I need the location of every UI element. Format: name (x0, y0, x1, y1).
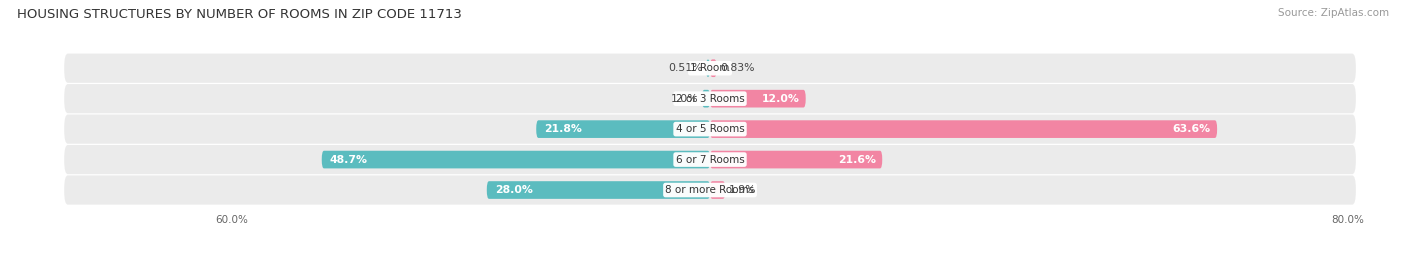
FancyBboxPatch shape (65, 175, 1355, 205)
Text: 21.8%: 21.8% (544, 124, 582, 134)
Text: 21.6%: 21.6% (838, 155, 876, 165)
FancyBboxPatch shape (65, 115, 1355, 144)
Text: 12.0%: 12.0% (762, 94, 800, 104)
FancyBboxPatch shape (65, 84, 1355, 113)
FancyBboxPatch shape (702, 90, 710, 108)
FancyBboxPatch shape (536, 120, 710, 138)
Text: 1.9%: 1.9% (728, 185, 756, 195)
FancyBboxPatch shape (322, 151, 710, 168)
Text: 4 or 5 Rooms: 4 or 5 Rooms (676, 124, 744, 134)
FancyBboxPatch shape (710, 59, 717, 77)
Text: HOUSING STRUCTURES BY NUMBER OF ROOMS IN ZIP CODE 11713: HOUSING STRUCTURES BY NUMBER OF ROOMS IN… (17, 8, 461, 21)
Text: 6 or 7 Rooms: 6 or 7 Rooms (676, 155, 744, 165)
Text: 0.83%: 0.83% (720, 63, 755, 73)
FancyBboxPatch shape (710, 151, 882, 168)
FancyBboxPatch shape (710, 90, 806, 108)
Text: 1.0%: 1.0% (671, 94, 699, 104)
FancyBboxPatch shape (706, 59, 710, 77)
FancyBboxPatch shape (710, 120, 1218, 138)
Text: 2 or 3 Rooms: 2 or 3 Rooms (676, 94, 744, 104)
Text: 28.0%: 28.0% (495, 185, 533, 195)
Text: 63.6%: 63.6% (1173, 124, 1211, 134)
FancyBboxPatch shape (65, 54, 1355, 83)
FancyBboxPatch shape (486, 181, 710, 199)
Text: 1 Room: 1 Room (690, 63, 730, 73)
Text: 48.7%: 48.7% (330, 155, 368, 165)
FancyBboxPatch shape (65, 145, 1355, 174)
Text: 8 or more Rooms: 8 or more Rooms (665, 185, 755, 195)
FancyBboxPatch shape (710, 181, 725, 199)
Text: Source: ZipAtlas.com: Source: ZipAtlas.com (1278, 8, 1389, 18)
Text: 0.51%: 0.51% (668, 63, 703, 73)
